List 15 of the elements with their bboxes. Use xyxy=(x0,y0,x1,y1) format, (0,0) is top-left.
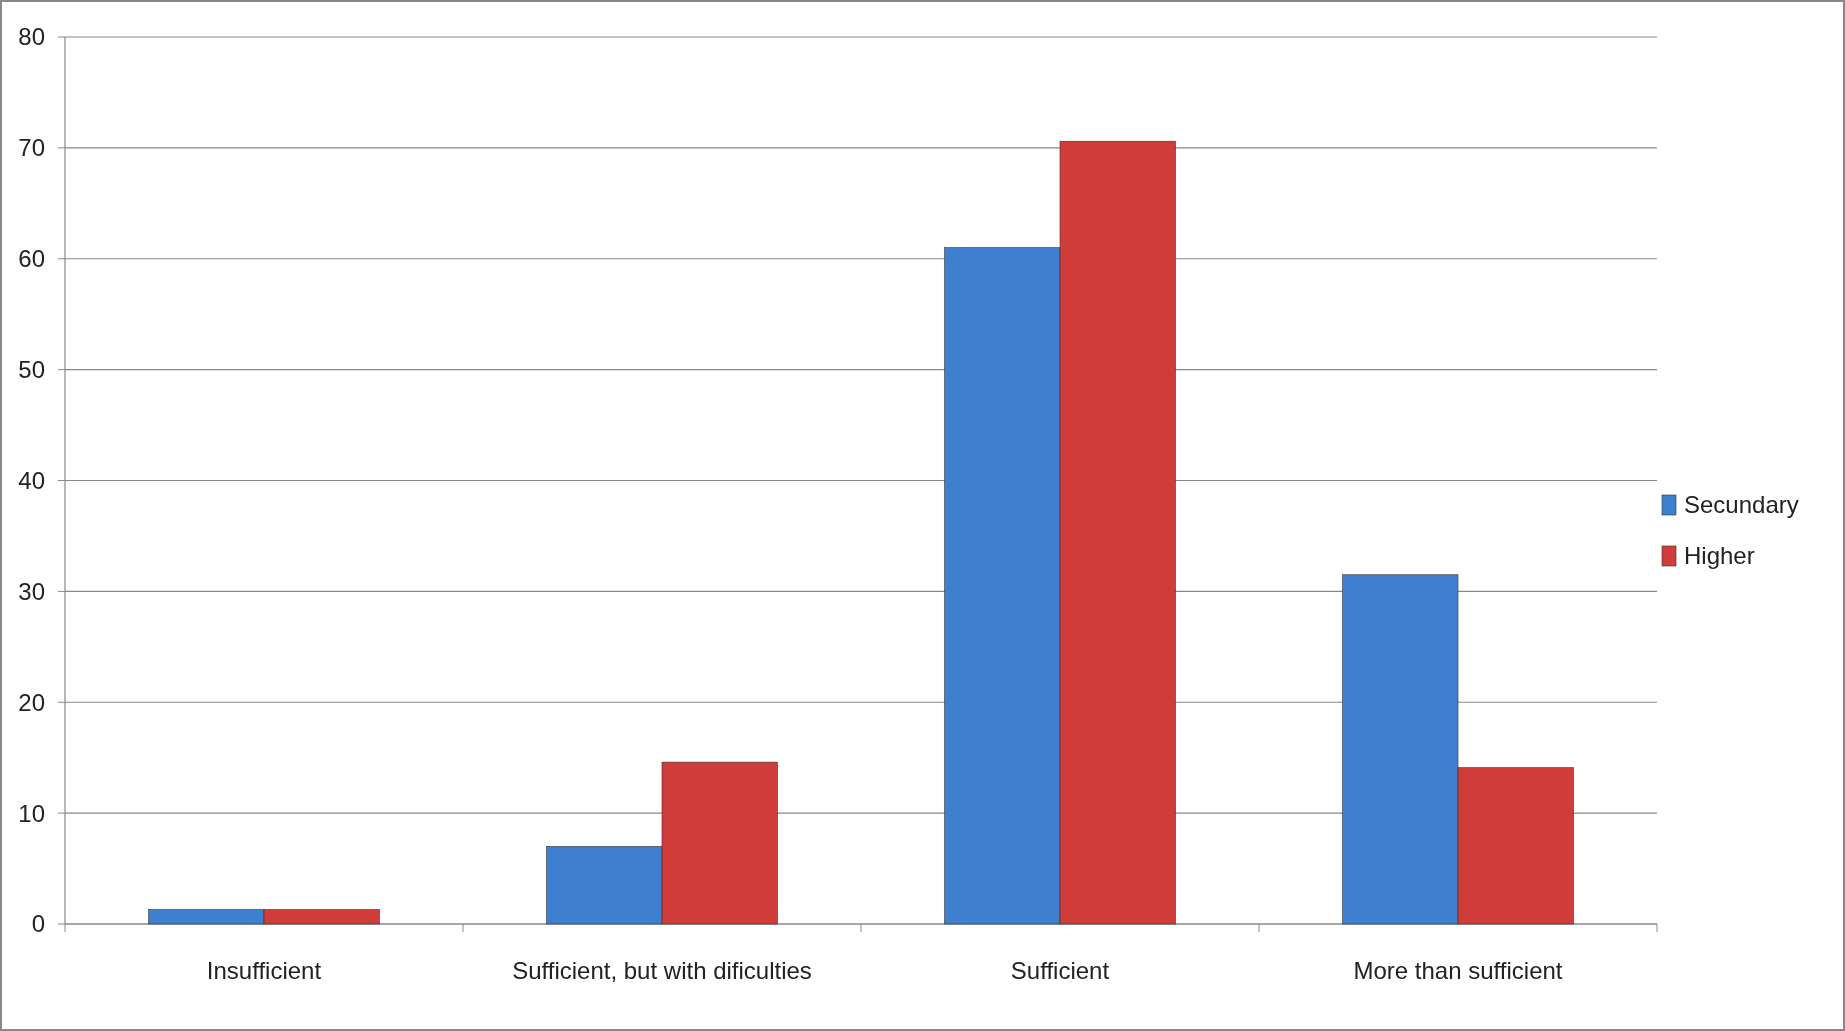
legend-label: Higher xyxy=(1684,542,1755,570)
legend-label: Secundary xyxy=(1684,491,1799,519)
y-tick-label: 10 xyxy=(18,799,45,827)
y-tick-label: 40 xyxy=(18,466,45,494)
y-tick-label: 0 xyxy=(31,910,45,938)
y-tick-label: 60 xyxy=(18,245,45,273)
y-tick-label: 50 xyxy=(18,356,45,384)
y-tick-label: 80 xyxy=(18,23,45,51)
y-tick-label: 20 xyxy=(18,688,45,716)
y-tick-label: 70 xyxy=(18,134,45,162)
x-tick-label: Sufficient, but with dificulties xyxy=(512,957,812,984)
x-tick-label: Insufficient xyxy=(206,957,322,984)
x-tick-label: More than sufficient xyxy=(1353,957,1563,984)
y-tick-label: 30 xyxy=(18,577,45,605)
x-tick-label: Sufficient xyxy=(1010,957,1110,984)
